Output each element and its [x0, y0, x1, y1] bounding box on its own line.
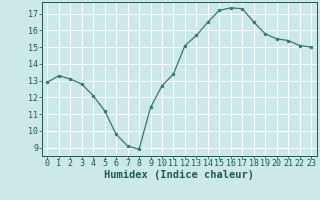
X-axis label: Humidex (Indice chaleur): Humidex (Indice chaleur)	[104, 170, 254, 180]
